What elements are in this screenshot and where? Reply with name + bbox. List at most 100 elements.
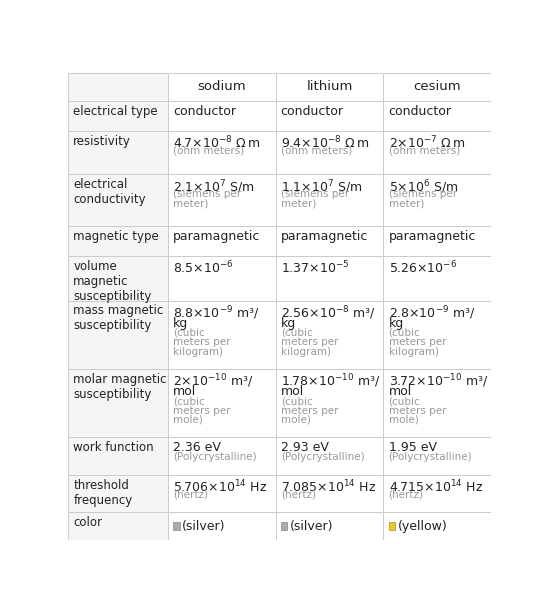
Text: conductor: conductor [389, 105, 452, 118]
Text: (Polycrystalline): (Polycrystalline) [281, 452, 364, 463]
Bar [276, 369, 383, 438]
Text: kilogram): kilogram) [281, 347, 331, 356]
Text: (yellow): (yellow) [398, 520, 448, 532]
Text: kg: kg [281, 317, 296, 330]
Bar [68, 256, 168, 300]
Text: paramagnetic: paramagnetic [173, 230, 260, 243]
Text: mol: mol [173, 385, 196, 398]
Bar [68, 512, 168, 540]
Text: 2.93 eV: 2.93 eV [281, 441, 329, 454]
Text: $5.26{\times}10^{-6}$: $5.26{\times}10^{-6}$ [389, 260, 456, 276]
Bar [276, 73, 383, 101]
Bar [168, 369, 276, 438]
Text: (hertz): (hertz) [173, 490, 208, 500]
Text: (silver): (silver) [290, 520, 334, 532]
Bar [276, 174, 383, 226]
Text: $5.706{\times}10^{14}$ Hz: $5.706{\times}10^{14}$ Hz [173, 478, 267, 495]
Bar [68, 438, 168, 475]
Bar [168, 73, 276, 101]
Text: threshold
frequency: threshold frequency [73, 478, 133, 506]
Text: (cubic: (cubic [173, 396, 205, 406]
Bar [383, 226, 491, 256]
Text: mass magnetic
susceptibility: mass magnetic susceptibility [73, 305, 164, 333]
Bar [168, 475, 276, 512]
Text: (cubic: (cubic [281, 328, 312, 338]
Text: $3.72{\times}10^{-10}$ m³/: $3.72{\times}10^{-10}$ m³/ [389, 373, 488, 390]
Bar [68, 101, 168, 131]
Text: color: color [73, 516, 102, 529]
Text: (siemens per: (siemens per [281, 189, 349, 199]
Bar [173, 523, 180, 530]
Text: lithium: lithium [306, 81, 353, 93]
Text: 2.36 eV: 2.36 eV [173, 441, 221, 454]
Text: (hertz): (hertz) [389, 490, 424, 500]
Bar [383, 300, 491, 369]
Bar [383, 101, 491, 131]
Text: $2{\times}10^{-10}$ m³/: $2{\times}10^{-10}$ m³/ [173, 373, 253, 390]
Bar [168, 131, 276, 174]
Bar [68, 174, 168, 226]
Text: cesium: cesium [414, 81, 461, 93]
Text: kg: kg [389, 317, 404, 330]
Text: conductor: conductor [173, 105, 236, 118]
Text: $4.7{\times}10^{-8}$ Ω m: $4.7{\times}10^{-8}$ Ω m [173, 135, 260, 151]
Bar [168, 101, 276, 131]
Text: $1.1{\times}10^{7}$ S/m: $1.1{\times}10^{7}$ S/m [281, 178, 362, 195]
Bar [168, 438, 276, 475]
Text: (ohm meters): (ohm meters) [281, 146, 352, 156]
Text: kilogram): kilogram) [173, 347, 223, 356]
Text: meters per: meters per [389, 405, 446, 416]
Bar [383, 73, 491, 101]
Bar [383, 512, 491, 540]
Text: $4.715{\times}10^{14}$ Hz: $4.715{\times}10^{14}$ Hz [389, 478, 483, 495]
Text: resistivity: resistivity [73, 135, 131, 148]
Text: $2.56{\times}10^{-8}$ m³/: $2.56{\times}10^{-8}$ m³/ [281, 305, 376, 322]
Bar [168, 256, 276, 300]
Text: (cubic: (cubic [281, 396, 312, 406]
Text: (silver): (silver) [182, 520, 225, 532]
Text: mol: mol [281, 385, 304, 398]
Text: magnetic type: magnetic type [73, 230, 159, 243]
Text: mole): mole) [389, 415, 418, 425]
Bar [168, 174, 276, 226]
Text: (siemens per: (siemens per [389, 189, 456, 199]
Bar [389, 523, 395, 530]
Text: (cubic: (cubic [389, 328, 420, 338]
Bar [68, 475, 168, 512]
Bar [68, 369, 168, 438]
Bar [383, 131, 491, 174]
Text: electrical type: electrical type [73, 105, 158, 118]
Text: meters per: meters per [281, 337, 338, 347]
Text: mole): mole) [281, 415, 311, 425]
Text: work function: work function [73, 441, 154, 454]
Text: paramagnetic: paramagnetic [389, 230, 476, 243]
Text: (hertz): (hertz) [281, 490, 316, 500]
Bar [383, 438, 491, 475]
Bar [383, 369, 491, 438]
Bar [168, 512, 276, 540]
Text: meter): meter) [281, 198, 316, 209]
Text: $1.78{\times}10^{-10}$ m³/: $1.78{\times}10^{-10}$ m³/ [281, 373, 380, 390]
Text: meter): meter) [173, 198, 208, 209]
Bar [276, 512, 383, 540]
Text: $2.8{\times}10^{-9}$ m³/: $2.8{\times}10^{-9}$ m³/ [389, 305, 475, 322]
Text: $2{\times}10^{-7}$ Ω m: $2{\times}10^{-7}$ Ω m [389, 135, 465, 151]
Text: meters per: meters per [173, 405, 230, 416]
Bar [168, 300, 276, 369]
Text: electrical
conductivity: electrical conductivity [73, 178, 146, 206]
Text: $2.1{\times}10^{7}$ S/m: $2.1{\times}10^{7}$ S/m [173, 178, 254, 195]
Bar [276, 300, 383, 369]
Text: $5{\times}10^{6}$ S/m: $5{\times}10^{6}$ S/m [389, 178, 458, 195]
Text: $8.5{\times}10^{-6}$: $8.5{\times}10^{-6}$ [173, 260, 234, 276]
Bar [276, 438, 383, 475]
Bar [68, 300, 168, 369]
Text: (cubic: (cubic [173, 328, 205, 338]
Bar [276, 256, 383, 300]
Text: mol: mol [389, 385, 412, 398]
Text: $9.4{\times}10^{-8}$ Ω m: $9.4{\times}10^{-8}$ Ω m [281, 135, 370, 151]
Text: $1.37{\times}10^{-5}$: $1.37{\times}10^{-5}$ [281, 260, 349, 276]
Text: molar magnetic
susceptibility: molar magnetic susceptibility [73, 373, 167, 401]
Text: meters per: meters per [173, 337, 230, 347]
Text: (siemens per: (siemens per [173, 189, 241, 199]
Bar [68, 131, 168, 174]
